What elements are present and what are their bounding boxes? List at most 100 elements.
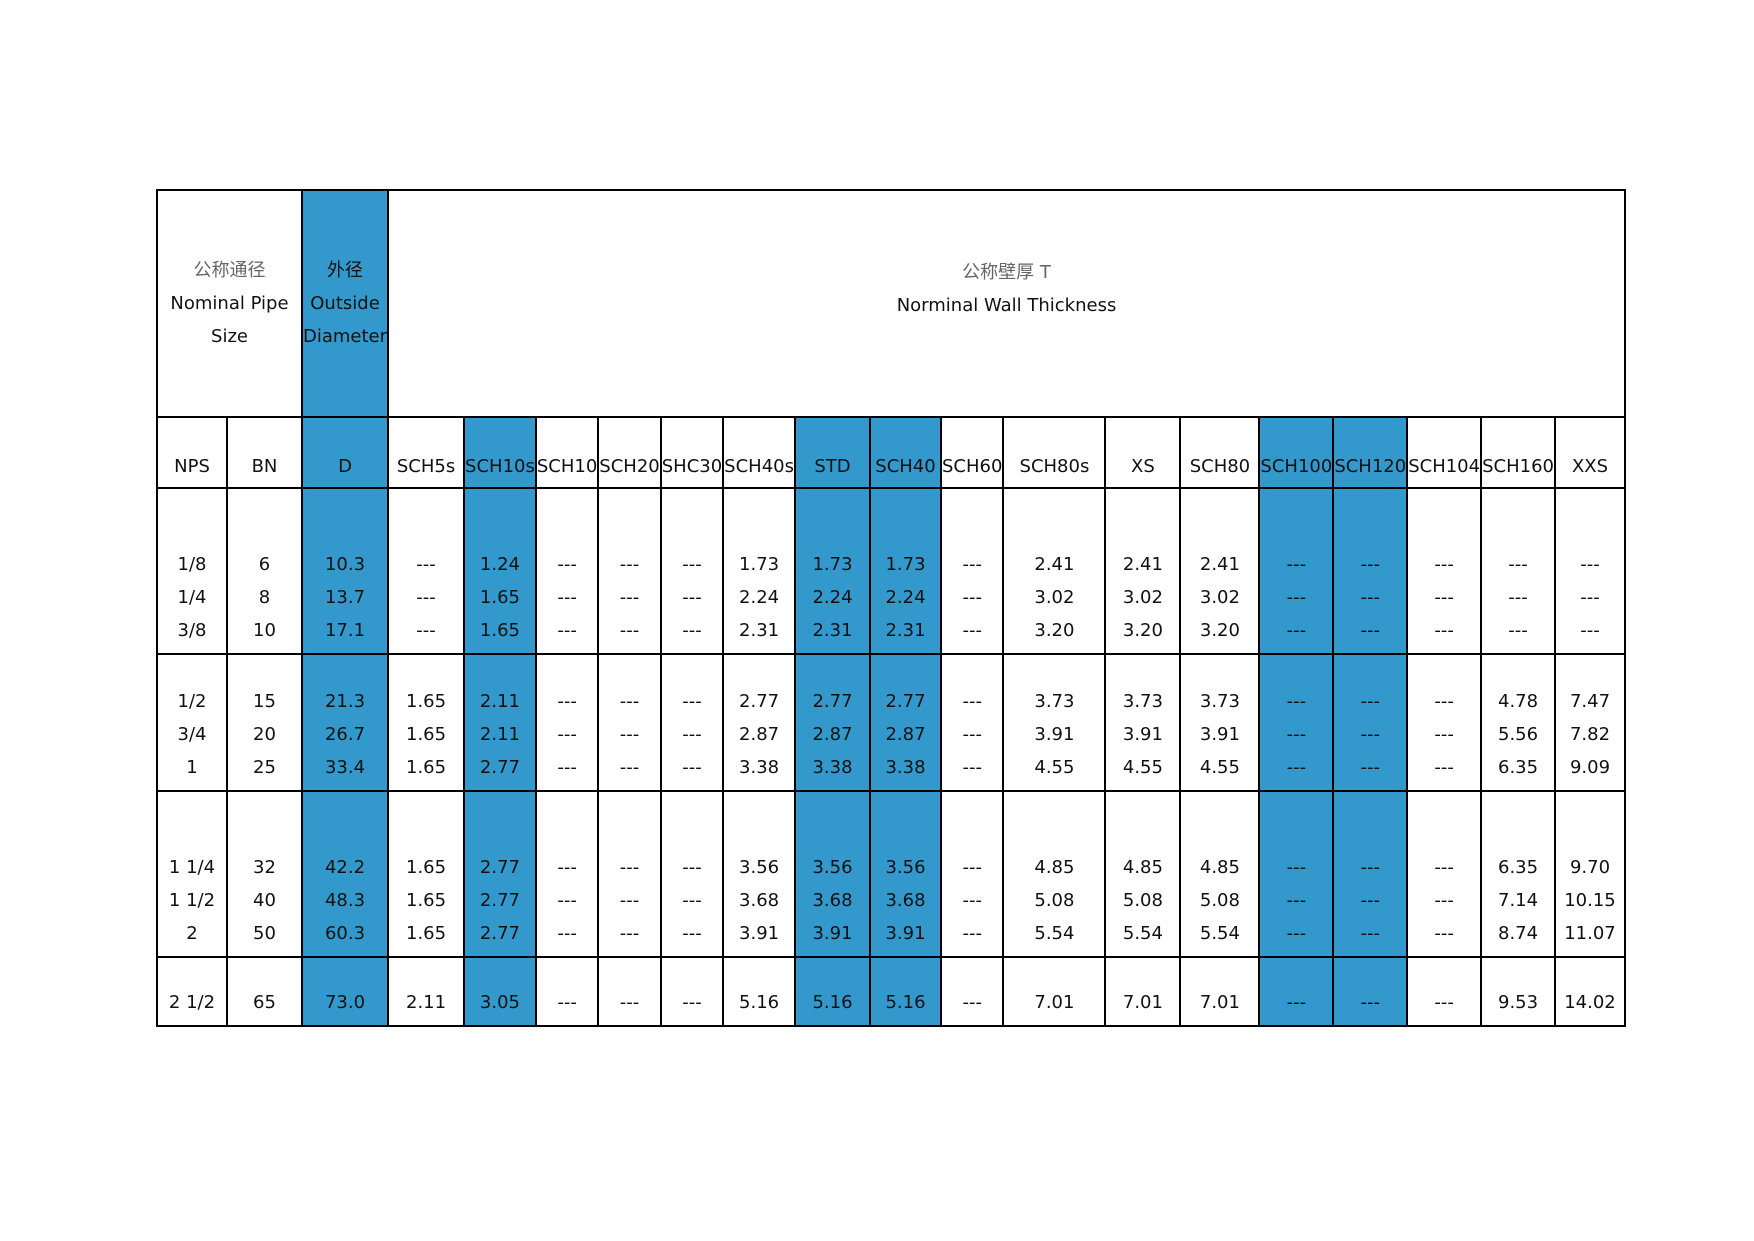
data-cell: --- --- ---: [597, 487, 662, 655]
cell-line: ---: [557, 890, 577, 911]
data-cell: 42.2 48.3 60.3: [300, 790, 390, 958]
cell-line: 4.55: [1122, 757, 1163, 778]
data-cell: 2.77 2.87 3.38: [793, 653, 871, 792]
cell-line: 1.73: [739, 554, 780, 575]
cell-line: 3.56: [885, 857, 926, 878]
cell-line: Diameter: [303, 326, 388, 347]
cell-line: ---: [1434, 554, 1454, 575]
cell-line: 73.0: [324, 992, 366, 1013]
cell-line: 3.91: [885, 923, 926, 944]
data-cell: 1.65 1.65 1.65: [387, 790, 466, 958]
data-cell: 3.56 3.68 3.91: [868, 790, 942, 958]
cell-line: ---: [962, 923, 982, 944]
data-cell: 2.11 2.11 2.77: [463, 653, 537, 792]
cell-line: ---: [962, 620, 982, 641]
data-cell: 65: [226, 956, 303, 1027]
data-cell: --- --- ---: [659, 790, 725, 958]
data-cell: 10.3 13.7 17.1: [300, 487, 390, 655]
column-header: SCH5s: [387, 416, 466, 489]
cell-line: Size: [211, 326, 248, 347]
cell-line: ---: [1434, 757, 1454, 778]
cell-line: 10: [253, 620, 276, 641]
cell-line: 2.87: [812, 724, 853, 745]
cell-line: 1.65: [406, 890, 447, 911]
cell-line: 10.15: [1564, 890, 1616, 911]
data-cell: ---: [534, 956, 600, 1027]
data-cell: --- --- ---: [597, 653, 662, 792]
cell-line: 5.54: [1034, 923, 1075, 944]
cell-line: ---: [962, 992, 982, 1013]
cell-line: 3.20: [1122, 620, 1163, 641]
cell-line: ---: [557, 554, 577, 575]
cell-line: ---: [1360, 992, 1381, 1013]
column-header-row: NPS BN D SCH5s SCH10s SCH10 SCH20 SHC30 SCH40s ST…: [156, 416, 1626, 489]
cell-line: ---: [1286, 620, 1307, 641]
data-cell: --- --- ---: [534, 487, 600, 655]
cell-line: ---: [1508, 587, 1528, 608]
cell-line: 10.3: [324, 554, 366, 575]
cell-line: ---: [682, 890, 702, 911]
cell-line: ---: [682, 587, 702, 608]
data-cell: 9.53: [1480, 956, 1556, 1027]
data-cell: 3.56 3.68 3.91: [722, 790, 796, 958]
cell-line: ---: [682, 724, 702, 745]
cell-line: 2.24: [885, 587, 926, 608]
data-cell: ---: [1258, 956, 1335, 1027]
cell-line: 50: [253, 923, 276, 944]
cell-line: 60.3: [324, 923, 366, 944]
data-cell: 7.47 7.82 9.09: [1553, 653, 1626, 792]
cell-line: 2.77: [479, 857, 520, 878]
cell-line: ---: [619, 857, 640, 878]
cell-line: 5.08: [1034, 890, 1075, 911]
column-header: SHC30: [659, 416, 725, 489]
data-cell: 73.0: [300, 956, 390, 1027]
cell-line: 2.77: [479, 923, 520, 944]
cell-line: 7.82: [1569, 724, 1611, 745]
cell-line: 26.7: [324, 724, 366, 745]
cell-line: 21.3: [324, 691, 366, 712]
data-cell: --- --- ---: [659, 487, 725, 655]
cell-line: ---: [557, 620, 577, 641]
cell-line: ---: [1434, 587, 1454, 608]
cell-line: ---: [1434, 724, 1454, 745]
cell-line: ---: [682, 554, 702, 575]
cell-line: 3.38: [812, 757, 853, 778]
data-cell: ---: [597, 956, 662, 1027]
cell-line: 2.41: [1199, 554, 1240, 575]
data-cell: --- --- ---: [939, 487, 1005, 655]
column-header: SCH80s: [1002, 416, 1107, 489]
data-cell: --- --- ---: [1332, 653, 1409, 792]
column-header: SCH160: [1480, 416, 1556, 489]
cell-line: 2.24: [812, 587, 853, 608]
cell-line: ---: [557, 757, 577, 778]
cell-line: 4.85: [1122, 857, 1163, 878]
cell-line: 2.31: [812, 620, 853, 641]
cell-line: ---: [1286, 587, 1307, 608]
column-header: SCH40: [868, 416, 942, 489]
cell-line: 2.41: [1122, 554, 1163, 575]
cell-line: 3/8: [177, 620, 207, 641]
column-header: SCH104: [1406, 416, 1483, 489]
data-cell: 3.73 3.91 4.55: [1002, 653, 1107, 792]
cell-line: 8.74: [1498, 923, 1539, 944]
cell-line: 2.31: [885, 620, 926, 641]
data-cell: --- --- ---: [1258, 790, 1335, 958]
cell-line: 1.65: [406, 757, 447, 778]
cell-line: ---: [682, 620, 702, 641]
cell-line: 2.77: [885, 691, 926, 712]
data-cell: 6.35 7.14 8.74: [1480, 790, 1556, 958]
cell-line: 3.68: [812, 890, 853, 911]
cell-line: 7.01: [1199, 992, 1240, 1013]
cell-line: ---: [682, 857, 702, 878]
cell-line: ---: [619, 620, 640, 641]
cell-line: 1.65: [479, 620, 520, 641]
cell-line: 5.16: [885, 992, 926, 1013]
cell-line: ---: [557, 923, 577, 944]
cell-line: 2: [186, 923, 198, 944]
data-cell: 2.11: [387, 956, 466, 1027]
data-cell: --- --- ---: [597, 790, 662, 958]
data-cell: --- --- ---: [1258, 653, 1335, 792]
cell-line: ---: [1286, 757, 1307, 778]
cell-line: 5.08: [1122, 890, 1163, 911]
cell-line: 外径: [327, 260, 364, 281]
